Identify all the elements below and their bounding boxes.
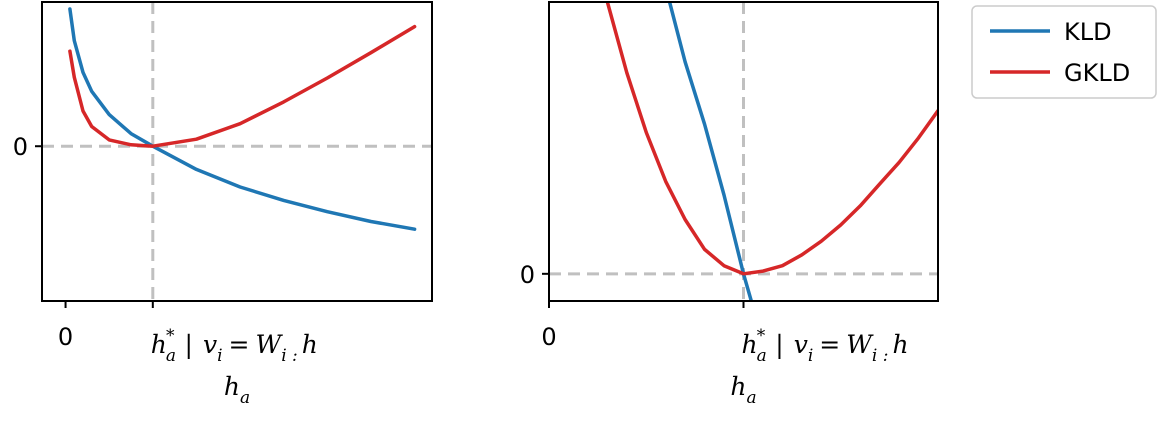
xlabel-h: h (224, 372, 240, 401)
opt-v: v (794, 330, 808, 359)
opt-W: W (256, 330, 284, 359)
legend: KLD GKLD (971, 5, 1157, 99)
series-line-gkld (605, 2, 938, 276)
opt-h-sup: * (166, 326, 175, 346)
left-plot-area (42, 2, 432, 301)
opt-h-end: h (892, 330, 908, 359)
opt-bar: | (775, 330, 783, 360)
opt-W-sub: i : (281, 346, 298, 366)
right-y-tick-label-zero: 0 (520, 261, 535, 289)
left-x-tick-label-zero: 0 (58, 323, 73, 351)
opt-W-sub: i : (872, 346, 889, 366)
opt-h: h (742, 330, 758, 359)
opt-h-sub: a (166, 346, 176, 366)
right-x-axis-label: ha (730, 372, 756, 408)
xlabel-h: h (730, 372, 746, 401)
legend-box (971, 5, 1157, 99)
left-y-tick-label-zero: 0 (13, 133, 28, 161)
xlabel-sub: a (240, 388, 250, 408)
opt-bar: | (185, 330, 193, 360)
opt-h: h (151, 330, 167, 359)
right-x-tick-label-optimum: ha* | vi = Wi :h (742, 326, 909, 366)
opt-eq: = (819, 330, 840, 359)
opt-h-sub: a (757, 346, 767, 366)
opt-v: v (203, 330, 217, 359)
opt-v-sub: i (217, 346, 222, 366)
right-plot-panel: 0 0 ha* | vi = Wi :h ha (520, 1, 939, 408)
opt-v-sub: i (808, 346, 813, 366)
left-x-axis-label: ha (224, 372, 250, 408)
opt-W: W (846, 330, 874, 359)
opt-eq: = (229, 330, 250, 359)
left-x-tick-label-optimum: ha* | vi = Wi :h (151, 326, 318, 366)
right-x-tick-label-zero: 0 (541, 323, 556, 351)
opt-h-sup: * (757, 326, 766, 346)
legend-label-kld: KLD (1064, 18, 1112, 46)
legend-label-gkld: GKLD (1064, 59, 1130, 87)
right-plot-area (549, 2, 938, 301)
opt-h-end: h (302, 330, 318, 359)
left-axes-frame (41, 1, 433, 302)
series-line-kld (68, 7, 417, 231)
xlabel-sub: a (746, 388, 756, 408)
left-plot-panel: 0 0 ha* | vi = Wi :h ha (13, 1, 433, 408)
series-line-gkld (68, 24, 417, 148)
series-line-kld (667, 2, 754, 301)
